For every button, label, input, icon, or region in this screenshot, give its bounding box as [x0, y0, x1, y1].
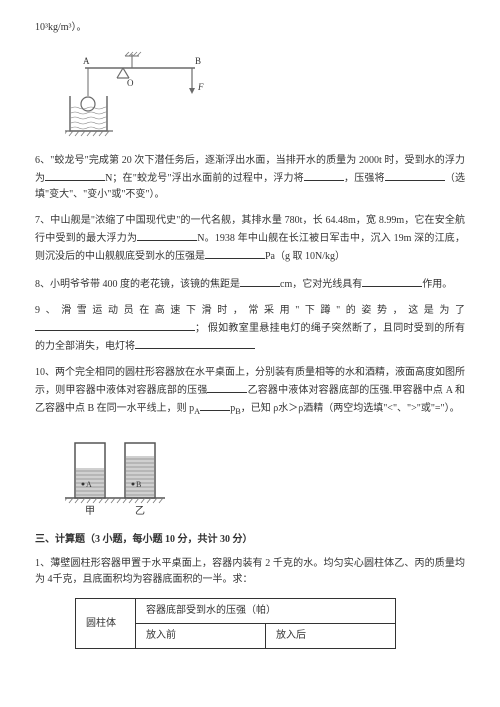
q8-prefix: 8、小明爷爷带 400 度的老花镜，该镜的焦距是	[35, 279, 240, 290]
table-r2c2: 放入后	[266, 624, 396, 649]
q7-blank2	[205, 247, 265, 259]
calc-q1: 1、薄壁圆柱形容器甲置于水平桌面上，容器内装有 2 千克的水。均匀实心圆柱体乙、…	[35, 556, 465, 588]
question-9: 9、滑雪运动员在高速下滑时，常采用"下蹲"的姿势，这是为了； 假如教室里悬挂电灯…	[35, 303, 465, 355]
pressure-table: 圆柱体 容器底部受到水的压强（帕） 放入前 放入后	[75, 598, 465, 649]
label-B: B	[195, 56, 201, 66]
top-fragment: 10³kg/m³）。	[35, 20, 465, 36]
q9-prefix: 9、滑雪运动员在高速下滑时，常采用"下蹲"的姿势，这是为了	[35, 305, 465, 316]
q8-suffix: 作用。	[422, 279, 452, 290]
question-7: 7、中山舰是"浓缩了中国现代史"的一代名舰，其排水量 780t，长 64.48m…	[35, 213, 465, 265]
q7-blank1	[137, 229, 197, 241]
label-jia: 甲	[85, 506, 95, 517]
q6-blank1	[45, 169, 105, 181]
q7-suffix: Pa（g 取 10N/kg）	[265, 251, 345, 262]
label-O: O	[127, 78, 134, 88]
question-8: 8、小明爷爷带 400 度的老花镜，该镜的焦距是 cm，它对光线具有 作用。	[35, 275, 465, 293]
q8-blank1	[240, 275, 280, 287]
q10-suffix: ，已知 ρ水＞ρ酒精（两空均选填"<"、">"或"="）。	[241, 403, 460, 414]
q6-mid2: ，压强将	[344, 173, 385, 184]
cylinder-diagram: A B 甲 乙	[65, 428, 465, 518]
q6-mid1: N；在"蛟龙号"浮出水面前的过程中，浮力将	[105, 173, 304, 184]
q10-blank2	[200, 399, 230, 411]
label-pB: B	[136, 480, 141, 489]
label-yi: 乙	[135, 505, 145, 517]
q10-blank1	[207, 381, 247, 393]
label-A: A	[83, 56, 90, 66]
label-pA: A	[86, 480, 92, 489]
table-r1c1: 圆柱体	[76, 599, 136, 649]
question-10: 10、两个完全相同的圆柱形容器放在水平桌面上，分别装有质量相等的水和酒精，液面高…	[35, 365, 465, 418]
question-6: 6、"蛟龙号"完成第 20 次下潜任务后，逐渐浮出水面，当排开水的质量为 200…	[35, 153, 465, 203]
lever-diagram: A B O F	[65, 46, 465, 141]
q6-blank2	[304, 169, 344, 181]
q9-semi: ；	[195, 323, 205, 334]
label-F: F	[197, 82, 204, 92]
section-3-title: 三、计算题（3 小题，每小题 10 分，共计 30 分）	[35, 532, 465, 548]
q6-blank3	[385, 169, 445, 181]
q8-mid1: cm，它对光线具有	[280, 279, 362, 290]
q8-blank2	[362, 275, 422, 287]
table-r2c1: 放入前	[136, 624, 266, 649]
table-r1c2: 容器底部受到水的压强（帕）	[136, 599, 396, 624]
q9-blank2	[135, 337, 255, 349]
q9-blank1	[35, 319, 195, 331]
